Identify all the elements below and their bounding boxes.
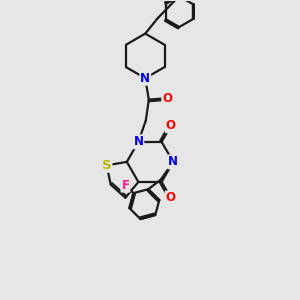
Text: S: S — [102, 159, 112, 172]
Text: N: N — [134, 135, 143, 148]
Text: O: O — [162, 92, 172, 105]
Text: O: O — [166, 191, 176, 204]
Text: N: N — [140, 72, 150, 85]
Text: F: F — [122, 179, 129, 192]
Text: O: O — [166, 119, 176, 132]
Text: N: N — [168, 155, 178, 168]
